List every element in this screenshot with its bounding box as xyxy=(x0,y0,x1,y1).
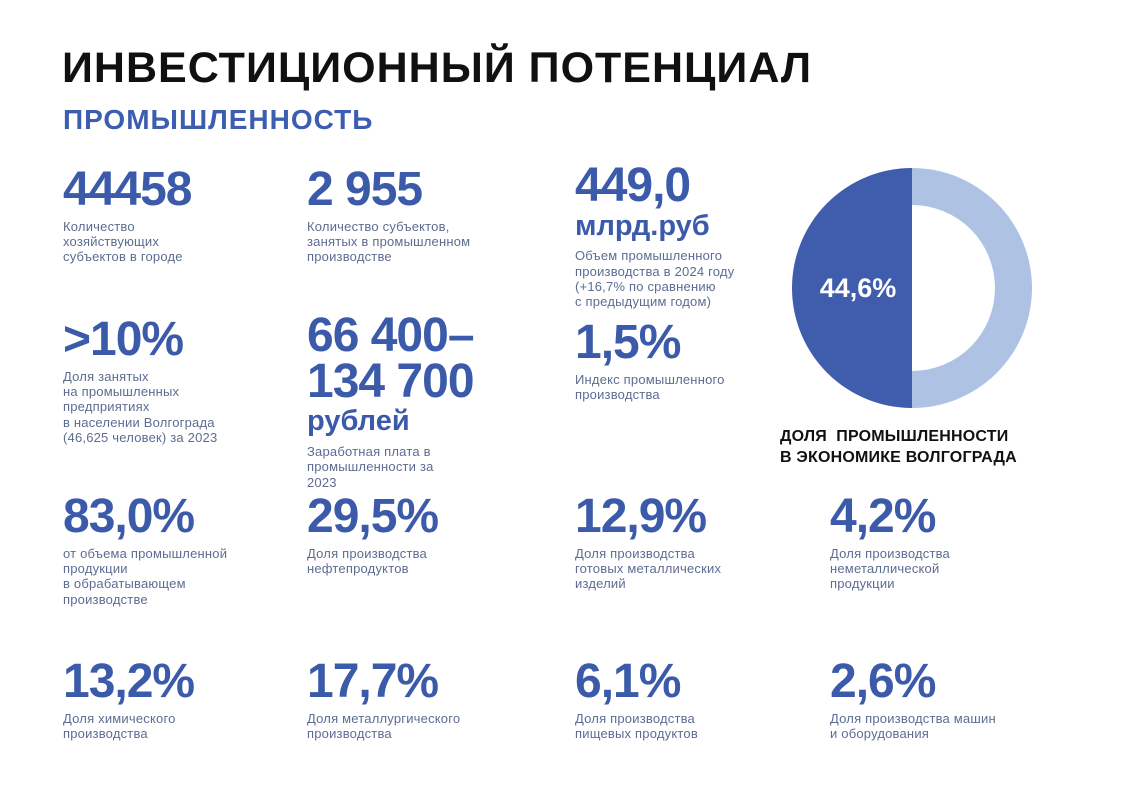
stat-industry-salary-range: 66 400– 134 700 рублей Заработная плата … xyxy=(307,309,562,490)
stat-caption: Доля занятых на промышленных предприятия… xyxy=(63,368,218,445)
stat-value: 6,1% xyxy=(575,655,681,708)
stat-machinery-equipment-share: 2,6% Доля производства машин и оборудова… xyxy=(830,655,1075,741)
stat-industrial-employment-share: >10% Доля занятых на промышленных предпр… xyxy=(63,313,308,445)
stat-value: 2,6% xyxy=(830,655,936,708)
stat-metallurgy-share: 17,7% Доля металлургического производств… xyxy=(307,655,552,741)
stat-caption: Доля производства нефтепродуктов xyxy=(307,545,427,576)
stat-value: 12,9% xyxy=(575,490,707,543)
stat-business-entities-count: 44458 Количество хозяйствующих субъектов… xyxy=(63,163,293,265)
stat-nonmetallic-products-share: 4,2% Доля производства неметаллической п… xyxy=(830,490,1075,592)
stat-value: 83,0% xyxy=(63,490,195,543)
stat-value: 4,2% xyxy=(830,490,936,543)
chart-caption: ДОЛЯ ПРОМЫШЛЕННОСТИ В ЭКОНОМИКЕ ВОЛГОГРА… xyxy=(780,428,1017,467)
stat-caption: Количество субъектов, занятых в промышле… xyxy=(307,218,471,265)
stat-caption: Доля производства готовых металлических … xyxy=(575,545,722,592)
stat-food-products-share: 6,1% Доля производства пищевых продуктов xyxy=(575,655,820,741)
stat-caption: Доля производства неметаллической продук… xyxy=(830,545,950,592)
industry-share-donut-chart: 44,6% xyxy=(792,168,1032,408)
stat-chemical-production-share: 13,2% Доля химического производства xyxy=(63,655,308,741)
page-subtitle: ПРОМЫШЛЕННОСТЬ xyxy=(63,104,374,135)
donut-slice-rest xyxy=(912,168,1032,408)
stat-caption: Доля производства машин и оборудования xyxy=(830,710,996,741)
stat-caption: Индекс промышленного производства xyxy=(575,371,725,402)
stat-caption: Заработная плата в промышленности за 202… xyxy=(307,444,434,490)
stat-caption: Доля производства пищевых продуктов xyxy=(575,710,698,741)
stat-value: 17,7% xyxy=(307,655,439,708)
stat-value: 29,5% xyxy=(307,490,439,543)
stat-manufacturing-output-share: 83,0% от объема промышленной продукции в… xyxy=(63,490,308,607)
stat-industrial-output-volume: 449,0 млрд.руб Объем промышленного произ… xyxy=(575,159,815,310)
stat-industrial-production-index: 1,5% Индекс промышленного производства xyxy=(575,316,810,402)
stat-value: 449,0 xyxy=(575,159,691,212)
stat-industrial-entities-count: 2 955 Количество субъектов, занятых в пр… xyxy=(307,163,557,265)
page-title: ИНВЕСТИЦИОННЫЙ ПОТЕНЦИАЛ xyxy=(62,44,813,92)
stat-caption: Количество хозяйствующих субъектов в гор… xyxy=(63,218,183,265)
stat-unit: рублей xyxy=(307,405,410,438)
stat-caption: Доля химического производства xyxy=(63,710,176,741)
stat-value: 66 400– 134 700 xyxy=(307,309,475,408)
donut-value-label: 44,6% xyxy=(820,273,897,303)
stat-value: 44458 xyxy=(63,163,192,216)
stat-value: >10% xyxy=(63,313,184,366)
donut-slice-industry xyxy=(792,168,912,408)
stat-value: 13,2% xyxy=(63,655,195,708)
stat-caption: Доля металлургического производства xyxy=(307,710,461,741)
stat-value: 1,5% xyxy=(575,316,681,369)
stat-metal-goods-share: 12,9% Доля производства готовых металлич… xyxy=(575,490,820,592)
stat-unit: млрд.руб xyxy=(575,209,710,242)
stat-caption: Объем промышленного производства в 2024 … xyxy=(575,248,735,310)
stat-oil-products-share: 29,5% Доля производства нефтепродуктов xyxy=(307,490,552,576)
stat-value: 2 955 xyxy=(307,163,423,216)
stat-caption: от объема промышленной продукции в обраб… xyxy=(63,545,228,607)
